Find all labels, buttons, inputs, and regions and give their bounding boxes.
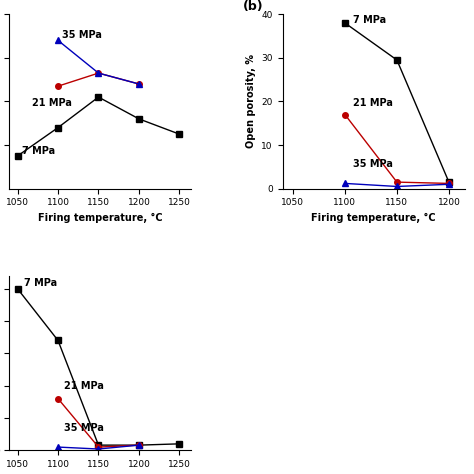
- Text: 21 MPa: 21 MPa: [353, 98, 393, 108]
- Text: 7 MPa: 7 MPa: [22, 146, 55, 156]
- Text: 7 MPa: 7 MPa: [24, 278, 57, 288]
- Text: 7 MPa: 7 MPa: [353, 15, 386, 25]
- Text: 35 MPa: 35 MPa: [62, 30, 102, 40]
- X-axis label: Firing temperature, °C: Firing temperature, °C: [38, 213, 163, 223]
- X-axis label: Firing temperature, °C: Firing temperature, °C: [311, 213, 436, 223]
- Y-axis label: Open porosity, %: Open porosity, %: [246, 55, 256, 148]
- Text: 35 MPa: 35 MPa: [353, 159, 393, 169]
- Text: 21 MPa: 21 MPa: [32, 98, 72, 108]
- Text: (b): (b): [243, 0, 263, 13]
- Text: 21 MPa: 21 MPa: [64, 381, 104, 391]
- Text: 35 MPa: 35 MPa: [64, 423, 104, 433]
